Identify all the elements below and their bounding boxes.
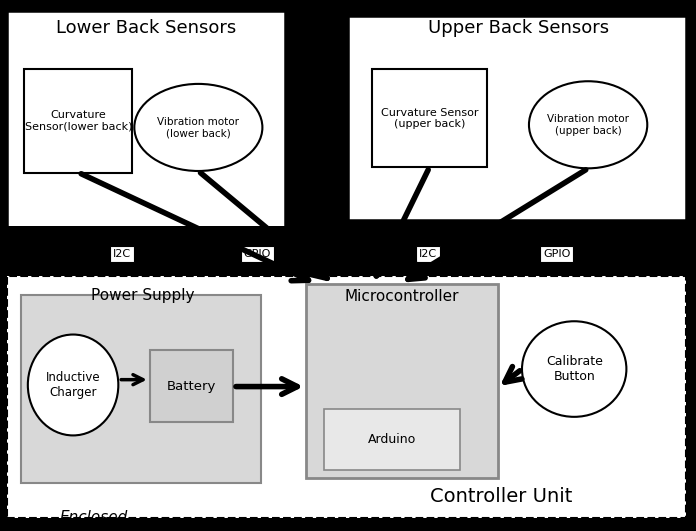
Bar	[7, 11, 285, 231]
Text: Curvature Sensor
(upper back): Curvature Sensor (upper back)	[381, 108, 478, 129]
Text: I2C: I2C	[419, 249, 437, 259]
Text: Arduino: Arduino	[367, 433, 416, 446]
Text: Power Supply: Power Supply	[91, 288, 194, 303]
Text: Inductive
Charger: Inductive Charger	[46, 371, 100, 399]
Bar	[372, 69, 487, 167]
Bar	[150, 350, 233, 422]
Text: Curvature
Sensor(lower back): Curvature Sensor(lower back)	[25, 110, 132, 132]
Ellipse shape	[134, 84, 262, 171]
Text: I2C: I2C	[113, 249, 131, 259]
Bar	[24, 69, 132, 173]
Bar	[7, 276, 686, 518]
Text: Upper Back Sensors: Upper Back Sensors	[428, 19, 609, 37]
Bar	[348, 16, 686, 220]
Text: Battery: Battery	[167, 380, 216, 393]
Text: GPIO: GPIO	[244, 249, 271, 259]
Ellipse shape	[522, 321, 626, 417]
Bar	[324, 409, 460, 470]
Ellipse shape	[529, 81, 647, 168]
Bar	[21, 295, 261, 483]
Text: Enclosed: Enclosed	[59, 510, 127, 525]
Text: Controller Unit: Controller Unit	[430, 487, 572, 506]
Ellipse shape	[28, 335, 118, 435]
Text: Microcontroller: Microcontroller	[345, 289, 459, 304]
Text: Calibrate
Button: Calibrate Button	[546, 355, 603, 383]
Text: Vibration motor
(upper back): Vibration motor (upper back)	[547, 114, 629, 135]
Text: Lower Back Sensors: Lower Back Sensors	[56, 19, 236, 37]
Text: GPIO: GPIO	[543, 249, 571, 259]
Text: Vibration motor
(lower back): Vibration motor (lower back)	[157, 117, 239, 138]
Bar	[0, 226, 696, 271]
Bar	[306, 284, 498, 478]
